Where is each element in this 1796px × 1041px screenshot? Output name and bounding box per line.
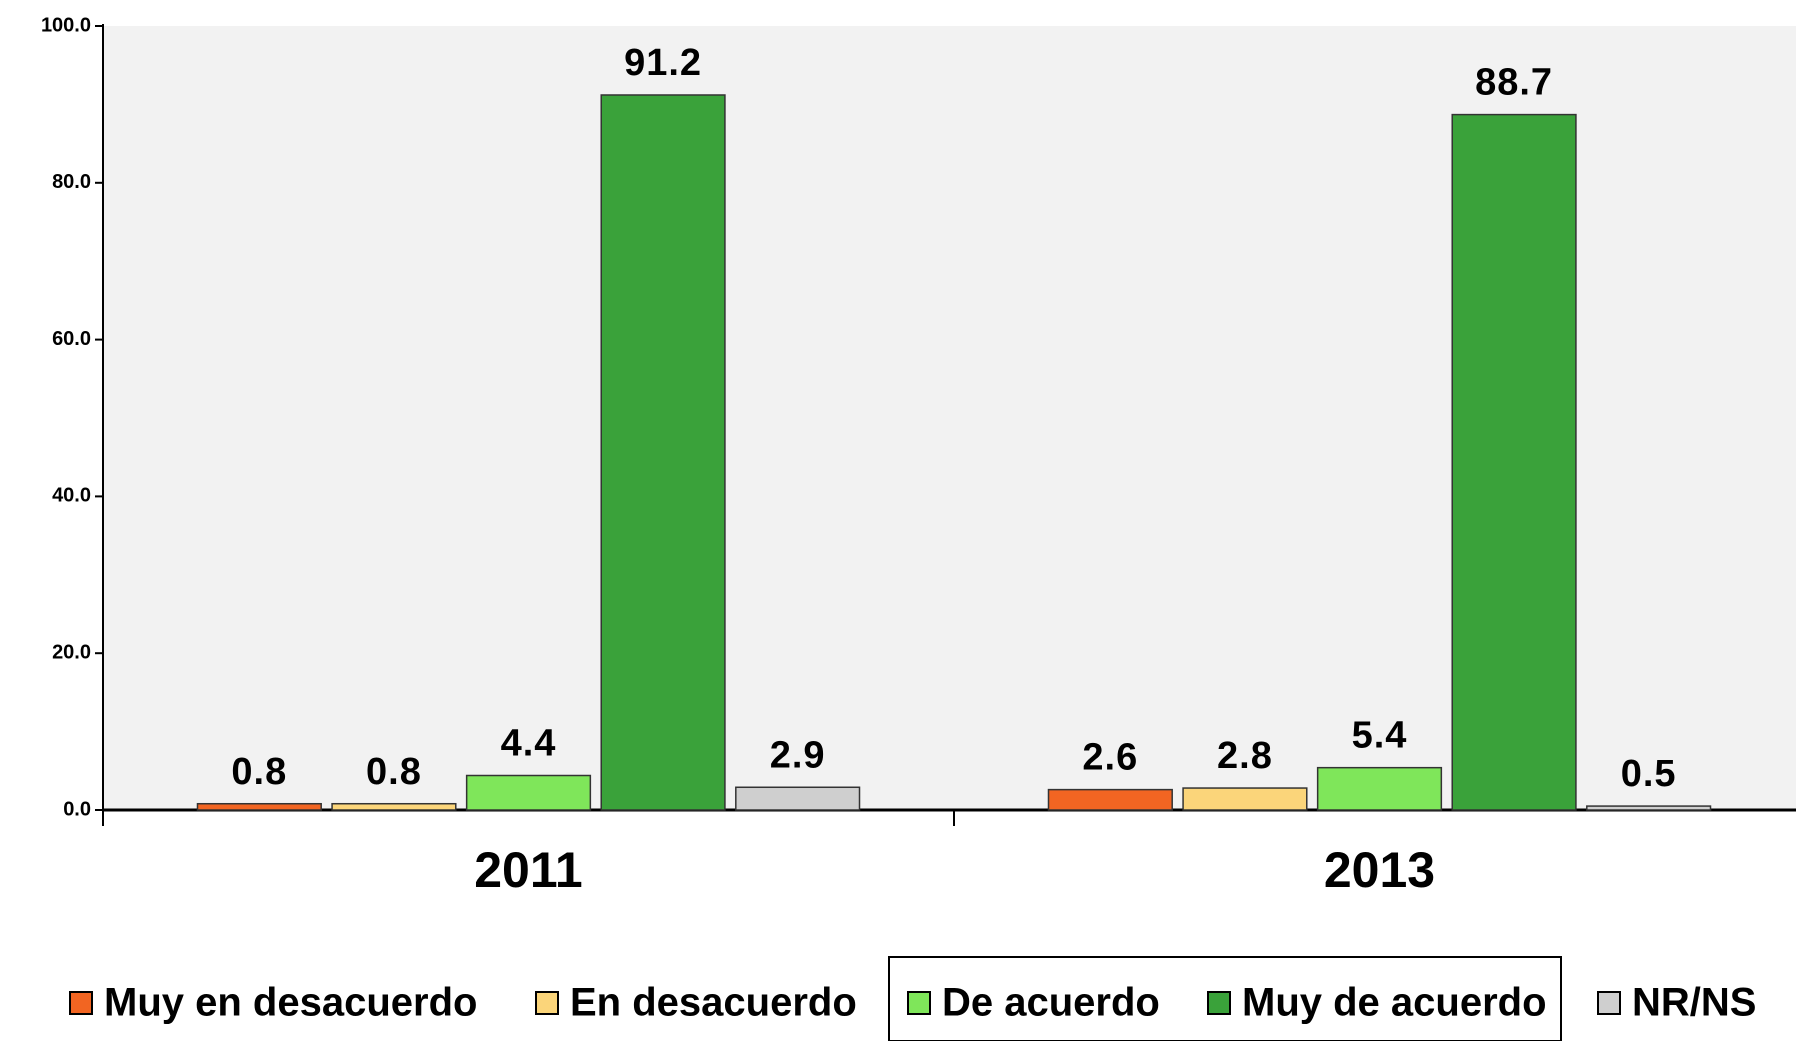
value-label: 88.7 xyxy=(1475,62,1553,104)
y-tick-label: 80.0 xyxy=(52,171,91,193)
value-label: 2.9 xyxy=(770,734,826,776)
y-tick-label: 60.0 xyxy=(52,328,91,350)
legend-swatch xyxy=(535,991,559,1015)
y-tick-label: 100.0 xyxy=(41,14,91,36)
legend-swatch xyxy=(907,991,931,1015)
y-tick-label: 20.0 xyxy=(52,641,91,663)
x-tick-label: 2013 xyxy=(1324,842,1435,898)
value-label: 0.8 xyxy=(231,751,287,793)
bar xyxy=(1586,805,1712,811)
legend-label: De acuerdo xyxy=(942,981,1160,1025)
bar xyxy=(1047,788,1173,811)
bar xyxy=(1451,113,1577,811)
bar xyxy=(331,802,457,811)
bar xyxy=(600,94,726,811)
value-label: 0.5 xyxy=(1621,753,1677,795)
legend-label: NR/NS xyxy=(1632,981,1756,1025)
y-tick-label: 0.0 xyxy=(63,798,91,820)
legend-swatch xyxy=(69,991,93,1015)
legend-highlight xyxy=(888,956,1562,1041)
bar xyxy=(1316,766,1443,811)
x-tick-label: 2011 xyxy=(474,842,582,898)
value-label: 91.2 xyxy=(624,42,702,84)
value-label: 5.4 xyxy=(1352,715,1408,757)
legend-label: Muy de acuerdo xyxy=(1242,981,1547,1025)
value-label: 0.8 xyxy=(366,751,422,793)
value-label: 2.6 xyxy=(1082,737,1138,779)
legend-label: En desacuerdo xyxy=(570,981,857,1025)
legend-swatch xyxy=(1597,991,1621,1015)
bar xyxy=(735,786,861,811)
legend-swatch xyxy=(1207,991,1231,1015)
legend-label: Muy en desacuerdo xyxy=(104,981,477,1025)
bar xyxy=(465,774,592,811)
value-label: 2.8 xyxy=(1217,735,1273,777)
value-label: 4.4 xyxy=(501,723,557,765)
y-tick-label: 40.0 xyxy=(52,485,91,507)
bar xyxy=(1182,787,1308,811)
bar xyxy=(196,802,322,811)
